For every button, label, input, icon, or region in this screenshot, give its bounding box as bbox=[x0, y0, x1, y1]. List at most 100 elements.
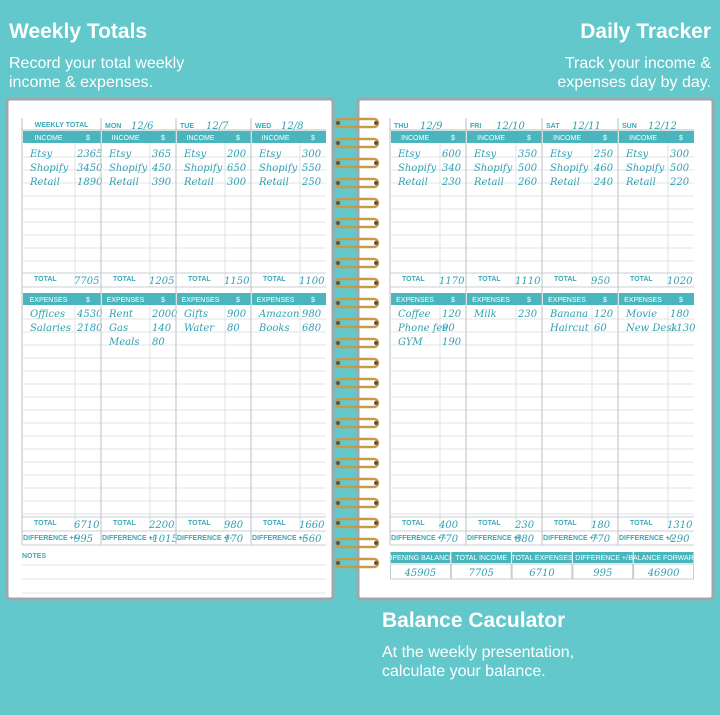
section-header bbox=[467, 293, 542, 305]
section-header bbox=[619, 293, 694, 305]
spiral-hole bbox=[336, 541, 340, 545]
entry-name: Etsy bbox=[29, 149, 52, 160]
entry-name: GYM bbox=[398, 337, 423, 348]
entry-amount: 1890 bbox=[77, 177, 103, 188]
entry-amount: 230 bbox=[441, 177, 462, 188]
entry-amount: 500 bbox=[518, 163, 538, 174]
total-label: TOTAL bbox=[554, 276, 577, 283]
entry-name: Books bbox=[258, 323, 290, 334]
spiral-hole bbox=[374, 401, 378, 405]
section-label: EXPENSES bbox=[472, 297, 510, 304]
entry-name: Shopify bbox=[259, 163, 298, 174]
balance-header bbox=[390, 552, 451, 563]
section-label: INCOME bbox=[112, 135, 140, 142]
entry-amount: 140 bbox=[152, 323, 172, 334]
entry-name: Offices bbox=[30, 309, 65, 320]
currency-label: $ bbox=[451, 135, 455, 142]
section-label: INCOME bbox=[35, 135, 63, 142]
day-name: TUE bbox=[180, 123, 194, 130]
total-label: TOTAL bbox=[113, 520, 136, 527]
banner-text: calculate your balance. bbox=[382, 663, 546, 680]
section-header bbox=[543, 131, 618, 143]
spiral-hole bbox=[374, 241, 378, 245]
entry-name: Shopify bbox=[30, 163, 69, 174]
spiral-hole bbox=[374, 461, 378, 465]
difference-value: -560 bbox=[299, 534, 322, 545]
day-date: 12/6 bbox=[131, 121, 154, 132]
spiral-hole bbox=[374, 561, 378, 565]
entry-name: Shopify bbox=[626, 163, 665, 174]
total-value: 180 bbox=[591, 520, 611, 531]
spiral-hole bbox=[374, 161, 378, 165]
total-label: TOTAL bbox=[554, 520, 577, 527]
section-label: EXPENSES bbox=[624, 297, 662, 304]
column-heading: WEEKLY TOTAL bbox=[35, 122, 90, 129]
section-label: INCOME bbox=[553, 135, 581, 142]
total-label: TOTAL bbox=[188, 276, 211, 283]
balance-value: 46900 bbox=[647, 568, 680, 579]
spiral-hole bbox=[374, 201, 378, 205]
section-header bbox=[23, 293, 101, 305]
currency-label: $ bbox=[236, 135, 240, 142]
entry-amount: 300 bbox=[302, 149, 322, 160]
entry-name: Coffee bbox=[398, 309, 431, 320]
entry-amount: 120 bbox=[442, 309, 462, 320]
right-page bbox=[356, 97, 715, 601]
total-value: 1170 bbox=[439, 276, 465, 287]
currency-label: $ bbox=[236, 297, 240, 304]
spiral-hole bbox=[336, 321, 340, 325]
day-date: 12/7 bbox=[206, 121, 229, 132]
spiral-hole bbox=[336, 161, 340, 165]
balance-header-label: TOTAL INCOME bbox=[455, 555, 507, 562]
entry-amount: 900 bbox=[227, 309, 247, 320]
section-label: EXPENSES bbox=[107, 297, 145, 304]
banner-text: income & expenses. bbox=[9, 74, 153, 91]
total-value: 7705 bbox=[74, 276, 99, 287]
section-header bbox=[543, 293, 618, 305]
entry-amount: 1130 bbox=[670, 323, 696, 334]
entry-name: Etsy bbox=[183, 149, 206, 160]
entry-name: Retail bbox=[397, 177, 428, 188]
entry-name: Etsy bbox=[397, 149, 420, 160]
entry-amount: 365 bbox=[152, 149, 171, 160]
banner-text: expenses day by day. bbox=[557, 74, 711, 91]
entry-amount: 190 bbox=[442, 337, 462, 348]
section-header bbox=[391, 293, 466, 305]
entry-name: Gifts bbox=[184, 309, 208, 320]
spiral-hole bbox=[374, 181, 378, 185]
day-name: SAT bbox=[546, 123, 560, 130]
spiral-hole bbox=[336, 441, 340, 445]
entry-amount: 240 bbox=[593, 177, 614, 188]
total-label: TOTAL bbox=[263, 276, 286, 283]
entry-amount: 80 bbox=[227, 323, 240, 334]
entry-amount: 600 bbox=[442, 149, 462, 160]
balance-header bbox=[572, 552, 633, 563]
currency-label: $ bbox=[527, 297, 531, 304]
entry-name: Retail bbox=[258, 177, 289, 188]
spiral-hole bbox=[336, 501, 340, 505]
balance-header-label: TOTAL EXPENSES bbox=[511, 555, 573, 562]
total-value: 230 bbox=[514, 520, 535, 531]
entry-amount: 180 bbox=[670, 309, 690, 320]
total-value: 1150 bbox=[224, 276, 250, 287]
banner-text: Record your total weekly bbox=[9, 55, 184, 72]
entry-amount: 80 bbox=[152, 337, 165, 348]
section-header bbox=[177, 131, 251, 143]
entry-name: Retail bbox=[549, 177, 580, 188]
day-date: 12/12 bbox=[648, 121, 677, 132]
currency-label: $ bbox=[451, 297, 455, 304]
section-label: INCOME bbox=[477, 135, 505, 142]
entry-name: Amazon bbox=[258, 309, 299, 320]
currency-label: $ bbox=[311, 297, 315, 304]
difference-value: 770 bbox=[439, 534, 459, 545]
total-value: 400 bbox=[438, 520, 459, 531]
total-value: 980 bbox=[224, 520, 244, 531]
entry-amount: 680 bbox=[302, 323, 322, 334]
balance-header-label: BALANCE FORWARD bbox=[628, 555, 698, 562]
day-date: 12/8 bbox=[281, 121, 303, 132]
entry-amount: 500 bbox=[670, 163, 690, 174]
currency-label: $ bbox=[603, 297, 607, 304]
balance-header bbox=[512, 552, 572, 563]
